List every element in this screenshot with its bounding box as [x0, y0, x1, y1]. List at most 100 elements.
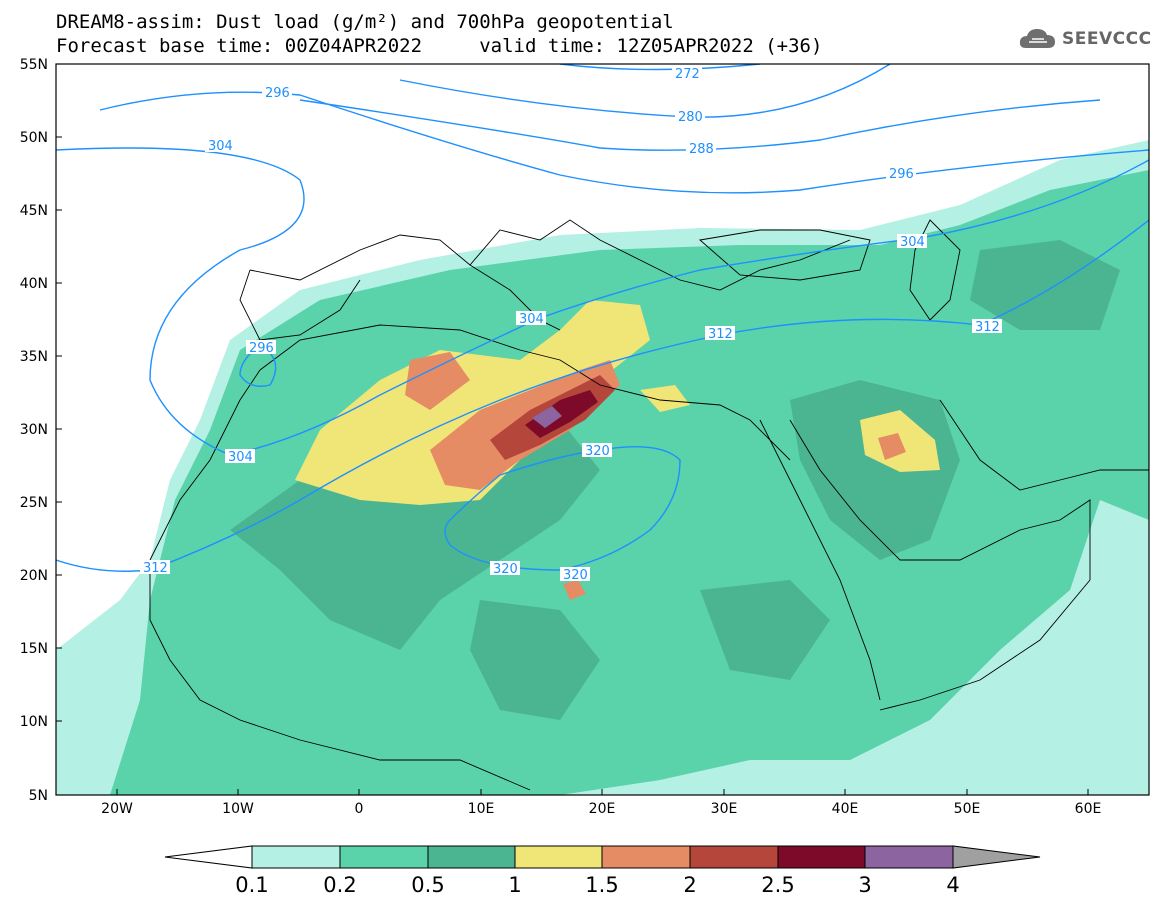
- lat-label-55n: 55N: [20, 57, 48, 73]
- lat-label-5n: 5N: [29, 788, 48, 804]
- contour-label-280: 280: [675, 109, 705, 125]
- red-sea-coastline: [759, 419, 881, 701]
- contour-label-312-a: 312: [140, 560, 170, 576]
- lon-label-20w: 20W: [101, 801, 133, 817]
- svg-text:304: 304: [228, 450, 253, 465]
- colorbar-swatch-0.2-0.5: [339, 845, 429, 869]
- colorbar-label: 0.5: [411, 873, 444, 897]
- colorbar-swatch-0.1-0.2: [251, 845, 341, 869]
- lat-label-45n: 45N: [20, 203, 48, 219]
- lon-label-40e: 40E: [832, 801, 859, 817]
- arabia-coastline: [789, 419, 1091, 711]
- contour-272: [559, 64, 761, 71]
- lon-label-50e: 50E: [954, 801, 981, 817]
- svg-text:320: 320: [585, 444, 610, 459]
- coastlines: [149, 219, 1149, 791]
- svg-text:280: 280: [678, 110, 703, 125]
- logo-text: SEEVCCC: [1062, 29, 1152, 49]
- colorbar-label: 1.5: [585, 873, 618, 897]
- contour-labels: 272 280 288 296 296 296 304 304 304 304 …: [140, 66, 1002, 583]
- dust-area-level-3c: [470, 600, 600, 720]
- colorbar-label: 2: [683, 873, 696, 897]
- dust-field: [56, 64, 1149, 795]
- contour-label-296-a: 296: [262, 85, 292, 101]
- lat-label-50n: 50N: [20, 130, 48, 146]
- contour-label-272: 272: [672, 66, 702, 82]
- lon-label-20e: 20E: [589, 801, 616, 817]
- contour-296-west: [239, 344, 277, 387]
- contour-label-288: 288: [686, 141, 716, 157]
- lat-label-40n: 40N: [20, 276, 48, 292]
- svg-text:304: 304: [208, 139, 233, 154]
- lat-label-35n: 35N: [20, 349, 48, 365]
- dust-area-level-8: [532, 406, 562, 428]
- colorbar-label: 0.2: [323, 873, 356, 897]
- svg-text:312: 312: [975, 320, 1000, 335]
- lat-label-25n: 25N: [20, 495, 48, 511]
- dust-area-level-3d: [700, 580, 830, 680]
- contour-label-296-c: 296: [246, 340, 276, 356]
- north-africa-coastline: [149, 324, 791, 561]
- dust-area-level-5d: [563, 580, 586, 600]
- seevccc-logo: SEEVCCC: [1018, 26, 1152, 52]
- lon-label-0: 0: [355, 801, 364, 817]
- colorbar-swatch-2-2.5: [689, 845, 779, 869]
- dust-area-level-3e: [970, 240, 1120, 330]
- colorbar-swatch-1.5-2: [601, 845, 691, 869]
- contour-label-296-b: 296: [886, 166, 916, 182]
- colorbar: [164, 845, 1041, 869]
- contour-304: [56, 147, 1149, 456]
- longitude-axis: 20W 10W 0 10E 20E 30E 40E 50E 60E: [101, 789, 1101, 817]
- dust-area-level-4c: [640, 385, 690, 412]
- lon-label-10w: 10W: [222, 801, 254, 817]
- latitude-axis: 55N 50N 45N 40N 35N 30N 25N 20N 15N 10N …: [20, 57, 62, 804]
- colorbar-label: 4: [946, 873, 959, 897]
- map-title: DREAM8-assim: Dust load (g/m²) and 700hP…: [56, 11, 674, 33]
- contour-label-320-c: 320: [560, 567, 590, 583]
- svg-text:312: 312: [708, 327, 733, 342]
- colorbar-over-triangle: [952, 845, 1041, 869]
- contour-296-north: [99, 91, 1149, 194]
- colorbar-under-triangle: [164, 845, 253, 869]
- colorbar-label: 3: [858, 873, 871, 897]
- svg-text:320: 320: [493, 562, 518, 577]
- lat-label-20n: 20N: [20, 568, 48, 584]
- cloud-logo-icon: [1019, 29, 1055, 48]
- persian-gulf-coastline: [939, 399, 1149, 491]
- lat-label-10n: 10N: [20, 714, 48, 730]
- colorbar-swatch-2.5-3: [777, 845, 866, 869]
- lon-label-10e: 10E: [468, 801, 495, 817]
- svg-text:296: 296: [249, 341, 274, 356]
- black-sea-coastline: [698, 229, 871, 281]
- lon-label-60e: 60E: [1075, 801, 1102, 817]
- contour-label-320-a: 320: [582, 443, 612, 459]
- svg-text:272: 272: [675, 67, 700, 82]
- europe-coastline: [249, 219, 851, 291]
- svg-text:296: 296: [265, 86, 290, 101]
- iberia-coastline: [239, 269, 361, 341]
- svg-text:304: 304: [900, 235, 925, 250]
- svg-text:320: 320: [563, 568, 588, 583]
- colorbar-label: 2.5: [761, 873, 794, 897]
- contour-label-304-a: 304: [205, 138, 235, 154]
- svg-text:312: 312: [143, 561, 168, 576]
- caspian-coastline: [909, 219, 961, 321]
- contour-label-304-d: 304: [897, 234, 927, 250]
- contour-label-320-b: 320: [490, 561, 520, 577]
- contour-label-304-c: 304: [516, 311, 546, 327]
- colorbar-label: 1: [508, 873, 521, 897]
- dust-area-level-5c: [878, 433, 906, 460]
- svg-text:304: 304: [519, 312, 544, 327]
- svg-text:288: 288: [689, 142, 714, 157]
- italy-coastline: [469, 264, 561, 331]
- lon-label-30e: 30E: [711, 801, 738, 817]
- svg-text:296: 296: [889, 167, 914, 182]
- contour-320: [444, 446, 681, 571]
- colorbar-labels: 0.1 0.2 0.5 1 1.5 2 2.5 3 4: [235, 873, 959, 897]
- west-africa-coastline: [149, 560, 531, 791]
- dust-area-level-2: [110, 170, 1149, 795]
- contour-label-312-c: 312: [972, 319, 1002, 335]
- dust-area-level-5: [405, 352, 470, 410]
- lat-label-30n: 30N: [20, 422, 48, 438]
